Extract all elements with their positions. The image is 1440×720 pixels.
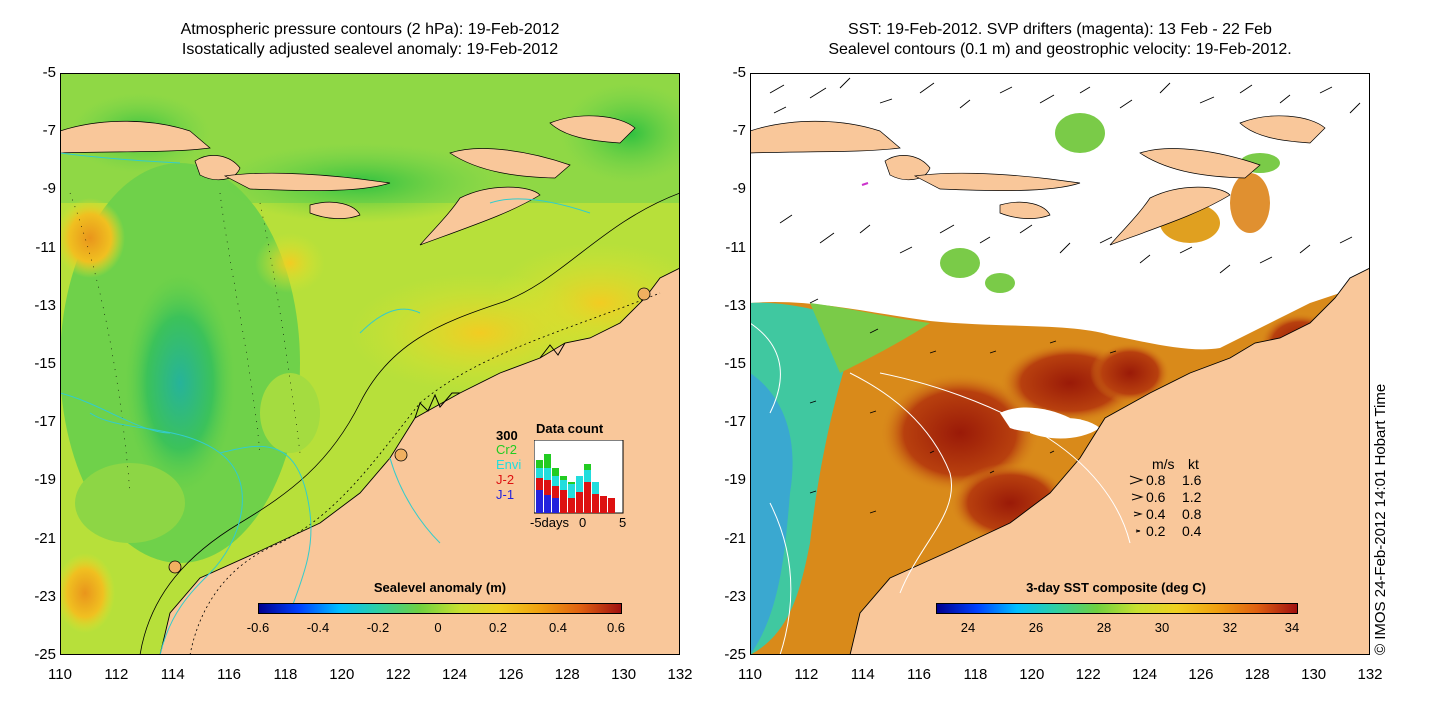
left-lat-tick: -21 [34,529,56,547]
sst-colorbar-tick-1: 24 [960,620,976,635]
data-count-bar-chart [534,440,624,514]
velocity-legend-arrows [1129,475,1144,533]
left-lon-tick: 126 [498,666,524,683]
right-lat-tick: -11 [725,238,746,256]
left-lon-tick: 122 [385,666,411,683]
right-lon-tick: 114 [850,666,875,683]
velocity-legend-kt-1: 1.6 [1182,472,1202,488]
data-count-xtick-zero: 0 [579,515,587,530]
velocity-legend-kt-2: 1.2 [1182,489,1202,505]
sealevel-colorbar-tick-2: -0.4 [306,620,330,635]
left-map-title-line1: Atmospheric pressure contours (2 hPa): 1… [180,21,560,38]
right-lat-tick: -17 [724,413,746,431]
left-lon-tick: 130 [611,666,637,683]
sealevel-colorbar-tick-4: 0 [434,620,442,635]
left-lon-tick: 114 [160,666,185,683]
sealevel-colorbar-tick-1: -0.6 [246,620,270,635]
right-lat-tick: -7 [732,122,746,140]
velocity-legend-header-ms: m/s [1152,456,1175,472]
sst-colorbar-tick-3: 28 [1096,620,1112,635]
left-lat-tick: -17 [34,413,56,431]
sealevel-colorbar-tick-6: 0.4 [548,620,568,635]
sealevel-colorbar [258,603,622,614]
left-lat-tick: -25 [34,646,56,663]
right-map-title-line2: Sealevel contours (0.1 m) and geostrophi… [828,41,1292,58]
left-lon-tick: 128 [554,666,580,683]
sst-colorbar-tick-6: 34 [1284,620,1300,635]
right-lat-tick: -23 [724,587,746,605]
right-lat-tick: -25 [724,646,746,663]
right-lon-tick: 126 [1188,666,1214,683]
velocity-legend-kt-3: 0.8 [1182,506,1202,522]
mission-label-j2: J-2 [496,472,515,487]
left-lat-tick: -7 [42,122,56,140]
right-lon-tick: 122 [1075,666,1101,683]
left-lat-tick: -15 [34,355,56,372]
right-lat-tick: -5 [732,64,746,81]
left-lat-tick: -19 [34,471,56,489]
left-lat-tick: -11 [35,238,56,256]
right-lon-tick: 128 [1244,666,1270,683]
sst-colorbar-label: 3-day SST composite (deg C) [1026,580,1206,595]
left-lon-tick: 120 [329,666,355,683]
left-lat-tick: -23 [34,587,56,605]
right-lon-tick: 124 [1132,666,1158,683]
right-lon-tick: 116 [907,666,932,683]
data-count-inset: 300 Data count Cr2 Envi J-2 J-1 [490,421,630,532]
right-map-title-line1: SST: 19-Feb-2012. SVP drifters (magenta)… [848,21,1272,38]
right-lat-tick: -15 [724,355,746,372]
left-lon-tick: 110 [48,666,72,683]
left-lon-tick: 124 [442,666,468,683]
sst-colorbar-tick-4: 30 [1154,620,1170,635]
data-count-title: Data count [536,421,604,436]
mission-label-cr2: Cr2 [496,442,517,457]
right-lat-tick: -13 [724,296,746,314]
mission-label-envi: Envi [496,457,522,472]
right-lon-tick: 130 [1301,666,1327,683]
sealevel-colorbar-tick-3: -0.2 [366,620,390,635]
left-lon-tick: 112 [104,666,129,683]
velocity-legend-kt-4: 0.4 [1182,523,1202,539]
sealevel-colorbar-tick-7: 0.6 [606,620,626,635]
right-lat-tick: -21 [724,529,746,547]
right-lon-tick: 120 [1019,666,1045,683]
right-lat-tick: -19 [724,471,746,489]
right-lon-tick: 112 [794,666,819,683]
velocity-legend-header-kt: kt [1188,456,1199,472]
sst-colorbar [936,603,1298,614]
sst-map [750,73,1370,655]
data-count-xtick-end: 5 [619,515,627,530]
left-lat-tick: -5 [42,64,56,81]
right-lat-tick: -9 [732,180,746,198]
right-lon-tick: 132 [1357,666,1383,683]
velocity-legend-ms-3: 0.4 [1146,506,1166,522]
left-lat-tick: -13 [34,296,56,314]
sealevel-colorbar-tick-5: 0.2 [488,620,508,635]
data-count-xtick-start: -5days [530,515,570,530]
left-map-title-line2: Isostatically adjusted sealevel anomaly:… [181,41,559,58]
left-lat-tick: -9 [42,180,56,198]
velocity-legend: m/s kt 0.8 1.6 0.6 1.2 0.4 0.8 0.2 0.4 [1126,456,1226,542]
copyright-notice: © IMOS 24-Feb-2012 14:01 Hobart Time [1372,383,1389,655]
velocity-legend-ms-1: 0.8 [1146,472,1166,488]
sst-colorbar-tick-5: 32 [1222,620,1238,635]
right-lon-tick: 110 [738,666,762,683]
left-lon-tick: 116 [217,666,242,683]
sealevel-anomaly-map [60,73,680,655]
data-count-max-label: 300 [496,428,518,443]
mission-label-j1: J-1 [496,487,515,502]
velocity-legend-ms-4: 0.2 [1146,523,1166,539]
right-lon-tick: 118 [963,666,988,683]
velocity-legend-ms-2: 0.6 [1146,489,1166,505]
sst-colorbar-tick-2: 26 [1028,620,1044,635]
left-lon-tick: 132 [667,666,693,683]
left-lon-tick: 118 [273,666,298,683]
sealevel-colorbar-label: Sealevel anomaly (m) [373,580,507,595]
